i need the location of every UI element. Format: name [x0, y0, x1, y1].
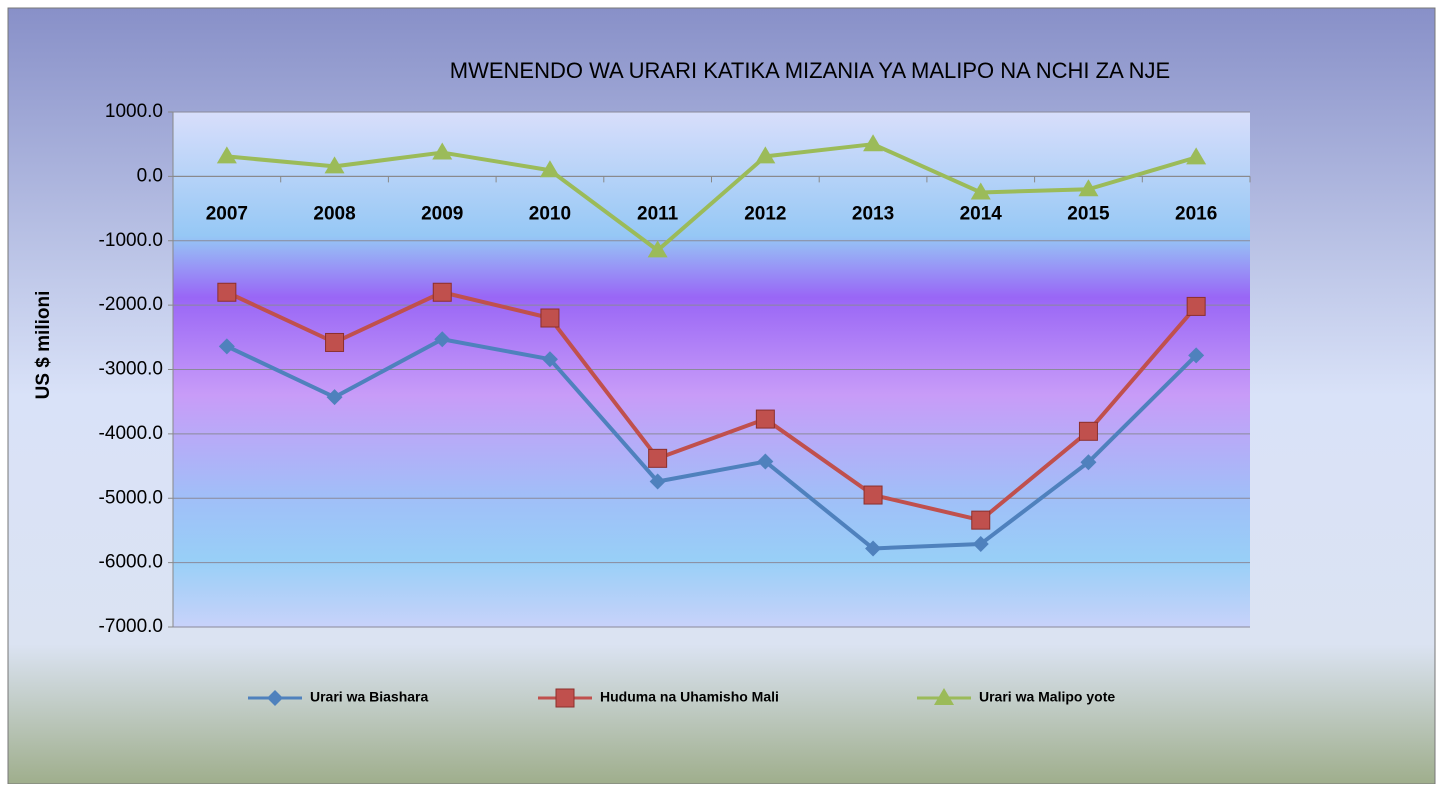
marker [539, 160, 560, 178]
marker [555, 688, 575, 708]
legend-label: Urari wa Malipo yote [979, 689, 1115, 705]
marker [434, 331, 451, 348]
series-line [225, 337, 1198, 551]
marker [863, 134, 884, 152]
marker [1188, 347, 1205, 364]
marker [432, 142, 453, 160]
marker [863, 485, 883, 505]
x-tick-label: 2015 [1067, 203, 1110, 224]
marker [217, 282, 237, 302]
chart-title: MWENENDO WA URARI KATIKA MIZANIA YA MALI… [450, 58, 1170, 83]
marker [1078, 421, 1098, 441]
marker [971, 510, 991, 530]
x-tick-label: 2010 [529, 203, 571, 224]
marker [972, 535, 989, 552]
marker [326, 389, 343, 406]
y-tick-label: -4000.0 [99, 423, 163, 444]
x-tick-label: 2011 [637, 203, 679, 224]
marker [540, 308, 560, 328]
series-line [226, 142, 1197, 253]
marker [541, 351, 558, 368]
marker [267, 690, 283, 706]
marker [325, 332, 345, 352]
marker [218, 338, 235, 355]
y-tick-label: -7000.0 [99, 616, 163, 637]
marker [647, 240, 668, 258]
marker [755, 146, 776, 164]
x-tick-label: 2012 [744, 203, 786, 224]
marker [432, 282, 452, 302]
x-tick-label: 2013 [852, 203, 894, 224]
marker [1080, 454, 1097, 471]
y-tick-label: 0.0 [137, 165, 163, 186]
marker [755, 409, 775, 429]
legend-marker [555, 688, 575, 708]
x-tick-label: 2009 [421, 203, 463, 224]
marker [1078, 179, 1099, 197]
y-tick-label: -1000.0 [99, 230, 163, 251]
y-axis-label: US $ milioni [33, 291, 54, 400]
x-tick-label: 2016 [1175, 203, 1217, 224]
marker [216, 146, 237, 164]
series-line [226, 290, 1198, 523]
marker [1186, 147, 1207, 165]
marker [757, 453, 774, 470]
y-tick-label: -5000.0 [99, 487, 163, 508]
legend-label: Urari wa Biashara [310, 689, 428, 705]
marker [649, 473, 666, 490]
marker [970, 182, 991, 200]
marker [648, 448, 668, 468]
y-tick-label: -2000.0 [99, 294, 163, 315]
legend-label: Huduma na Uhamisho Mali [600, 689, 779, 705]
x-tick-label: 2008 [313, 203, 355, 224]
marker [934, 688, 954, 705]
y-tick-label: 1000.0 [105, 101, 163, 122]
y-tick-label: -6000.0 [99, 552, 163, 573]
marker [865, 540, 882, 557]
x-tick-label: 2007 [206, 203, 248, 224]
marker [324, 156, 345, 174]
x-tick-label: 2014 [960, 203, 1003, 224]
marker [1186, 296, 1206, 316]
legend-marker [934, 688, 954, 705]
legend-marker [267, 690, 283, 706]
y-tick-label: -3000.0 [99, 359, 163, 380]
